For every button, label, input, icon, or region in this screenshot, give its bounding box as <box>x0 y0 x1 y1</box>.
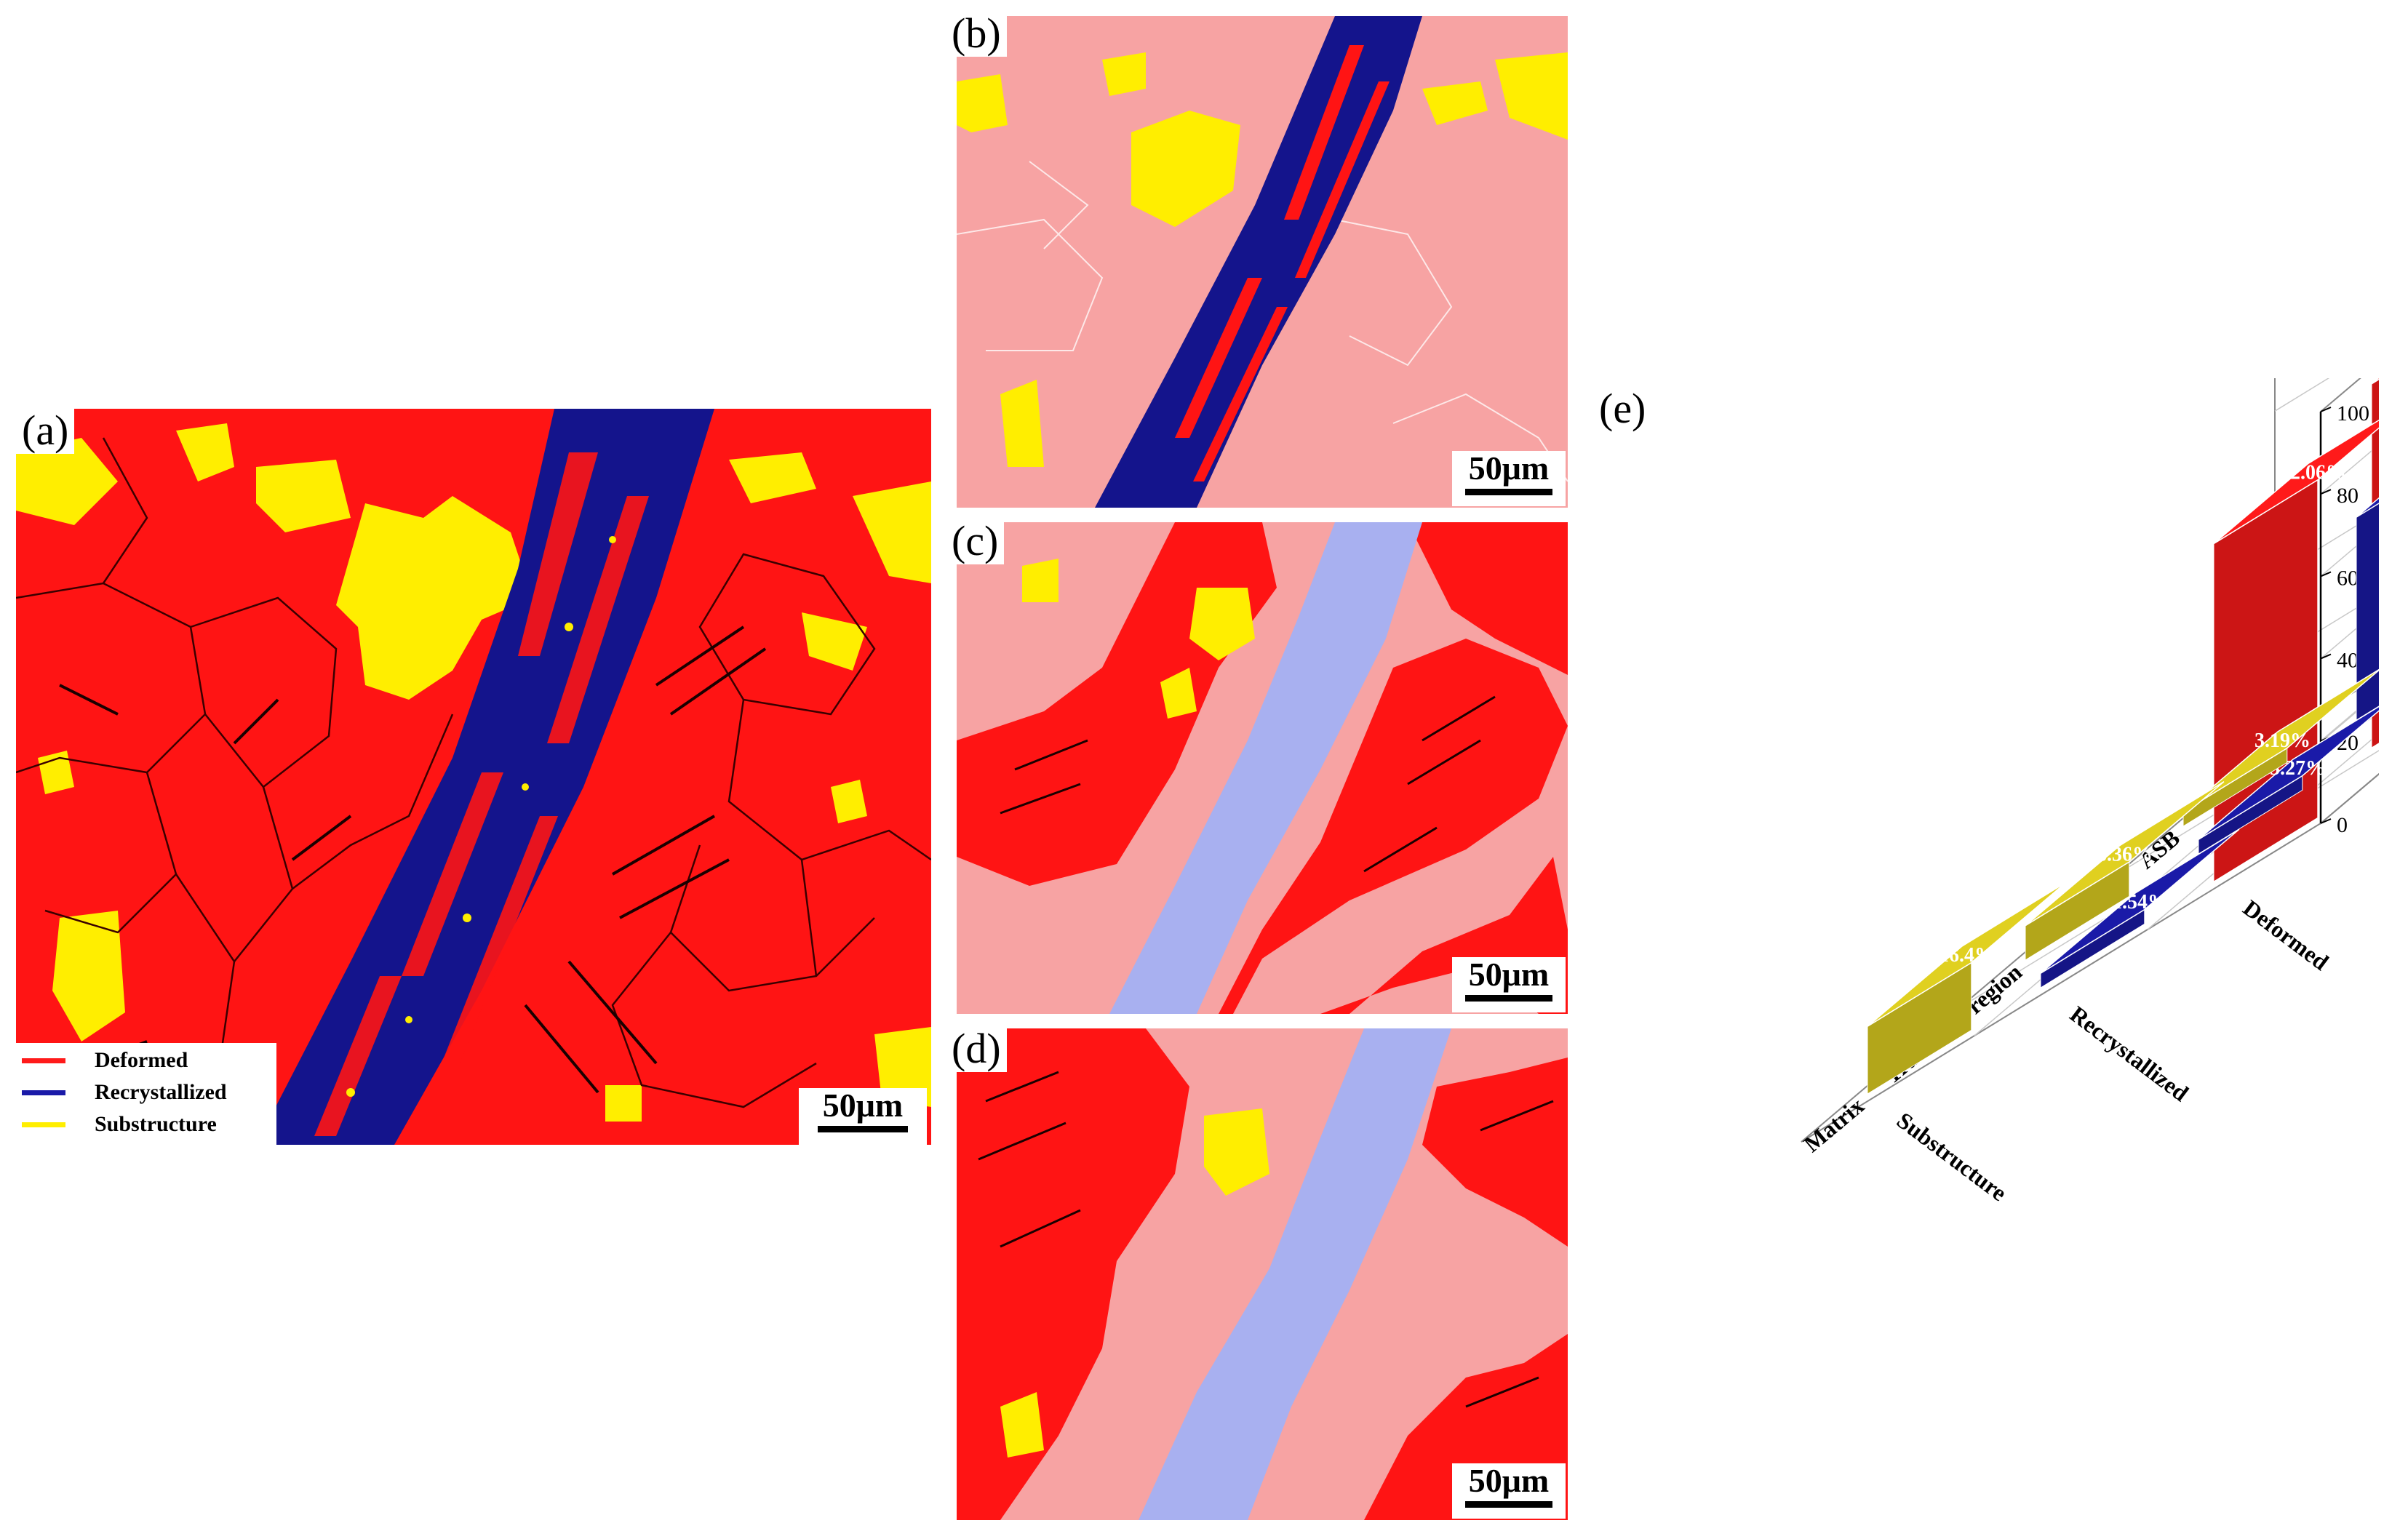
bar-substructure-top <box>2182 668 2379 812</box>
scale-bar-c-label: 50μm <box>1468 956 1550 993</box>
legend-swatch-recrystallized <box>22 1090 65 1095</box>
legend-item-deformed: Deformed <box>22 1047 188 1074</box>
legend-item-recrystallized: Recrystallized <box>22 1079 227 1106</box>
type-label: Recrystallized <box>2065 1001 2194 1106</box>
shear-band <box>256 409 714 1145</box>
scale-bar-a-label: 50μm <box>822 1087 904 1124</box>
bar-recrystallized-top <box>2040 828 2240 974</box>
asb-core-c <box>1109 522 1422 1014</box>
y-tick <box>2320 818 2332 824</box>
scale-bar-b: 50μm <box>1452 449 1566 506</box>
floor-gridline <box>1974 692 2379 1036</box>
legend-item-substructure: Substructure <box>22 1111 217 1138</box>
bar-substructure-top <box>1867 882 2067 1027</box>
bar-recrystallized-top <box>2356 497 2379 518</box>
y-tick-label: 0 <box>2337 813 2348 837</box>
ebsd-map-a <box>16 409 931 1145</box>
bar-recrystallized-side-right <box>2356 503 2379 721</box>
ebsd-map-b <box>957 16 1568 508</box>
y-tick-label: 100 <box>2337 401 2369 425</box>
bar-deformed-top <box>2213 419 2379 545</box>
legend-label-substructure: Substructure <box>95 1112 217 1136</box>
bar-substructure-label: 8.36% <box>2097 844 2153 866</box>
ebsd-map-c-image <box>957 522 1568 1014</box>
region-label: Matrix <box>1798 1092 1869 1157</box>
panel-label-c: (c) <box>946 518 1005 564</box>
scale-bar-d: 50μm <box>1452 1463 1566 1519</box>
ebsd-map-d <box>957 1028 1568 1520</box>
legend-label-deformed: Deformed <box>95 1048 188 1072</box>
panel-label-d: (d) <box>946 1026 1007 1072</box>
y-tick-label: 60 <box>2337 566 2359 590</box>
panel-label-a: (a) <box>16 407 75 454</box>
y-tick <box>2320 571 2332 577</box>
bar-substructure-label: 16.4% <box>1939 944 1995 967</box>
bar-recrystallized-top <box>2198 705 2379 840</box>
bar-substructure-label: 3.19% <box>2254 729 2311 752</box>
type-label: Deformed <box>2238 895 2334 975</box>
legend-label-recrystallized: Recrystallized <box>95 1080 227 1104</box>
scale-bar-d-label: 50μm <box>1468 1462 1550 1499</box>
chart-e: 020406080100Frequency/%ASBTransition reg… <box>1798 378 2379 1206</box>
transition-region-d <box>957 1028 1568 1520</box>
scale-bar-a-line <box>818 1126 908 1133</box>
substructure-grains <box>16 423 931 1122</box>
y-tick-label: 80 <box>2337 484 2359 508</box>
scale-bar-b-line <box>1465 489 1552 496</box>
y-tick <box>2320 489 2332 495</box>
ebsd-map-c <box>957 522 1568 1014</box>
asb-core-d <box>1139 1028 1451 1520</box>
bar-substructure-top <box>2025 781 2225 927</box>
legend-swatch-substructure <box>22 1122 65 1127</box>
ebsd-map-a-image <box>16 409 931 1145</box>
scale-bar-c-line <box>1465 995 1552 1002</box>
legend-swatch-deformed <box>22 1058 65 1063</box>
scale-bar-b-label: 50μm <box>1468 449 1550 487</box>
shear-band-b <box>1095 16 1422 508</box>
scale-bar-c: 50μm <box>1452 956 1566 1012</box>
y-tick <box>2320 653 2332 660</box>
legend: Deformed Recrystallized Substructure <box>16 1043 276 1145</box>
scale-bar-a: 50μm <box>799 1087 927 1145</box>
bar-deformed-label: 82.06% <box>2280 462 2346 484</box>
ebsd-map-d-image <box>957 1028 1568 1520</box>
back-wall-left <box>2274 378 2379 742</box>
panel-label-e: (e) <box>1593 385 1652 432</box>
y-tick <box>2320 407 2332 412</box>
grain-boundaries <box>16 437 931 1108</box>
bar-deformed-top <box>2371 378 2379 385</box>
scale-bar-d-line <box>1465 1501 1552 1508</box>
type-label: Substructure <box>1892 1107 2012 1206</box>
panel-label-b: (b) <box>946 10 1007 57</box>
ebsd-map-b-image <box>957 16 1568 508</box>
y-tick-label: 40 <box>2337 649 2359 673</box>
